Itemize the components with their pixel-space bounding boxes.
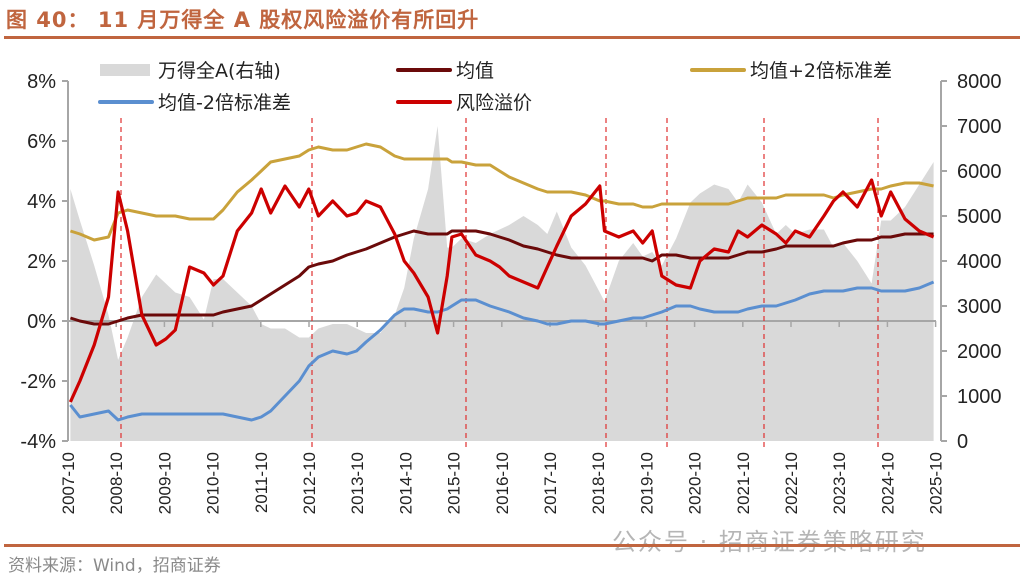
legend-label: 风险溢价: [456, 92, 532, 114]
title-rule: [4, 36, 1020, 39]
x-tick-label: 2025-10: [927, 452, 946, 514]
left-tick-label: 2%: [27, 251, 56, 273]
event-lines: [120, 118, 879, 448]
left-tick-label: 6%: [27, 131, 56, 153]
x-tick-label: 2009-10: [155, 452, 174, 514]
x-tick-label: 2019-10: [637, 452, 656, 514]
erp-chart: 8% 6% 4% 2% 0% -2% -4% 8000 7000 6000 5000 4000 3000…: [20, 60, 1001, 514]
left-tick-label: 8%: [27, 71, 56, 93]
right-tick-label: 0: [957, 431, 968, 453]
x-tick-label: 2011-10: [252, 452, 271, 513]
legend-label: 万得全A(右轴): [158, 60, 281, 82]
footer-rule: [4, 544, 1020, 547]
left-tick-label: 4%: [27, 191, 56, 213]
x-tick-label: 2021-10: [734, 452, 753, 514]
right-tick-label: 4000: [957, 251, 1002, 273]
axes: 8% 6% 4% 2% 0% -2% -4% 8000 7000 6000 5000 4000 3000…: [20, 71, 1001, 514]
x-tick-label: 2015-10: [445, 452, 464, 514]
legend-label: 均值-2倍标准差: [158, 92, 291, 114]
source-note: 资料来源：Wind，招商证券: [8, 556, 221, 576]
x-tick-label: 2014-10: [396, 452, 415, 514]
legend-label: 均值: [456, 60, 494, 82]
series-line: [68, 178, 935, 403]
right-tick-label: 7000: [957, 116, 1002, 138]
left-tick-label: -4%: [20, 431, 56, 453]
line-series: [68, 142, 935, 422]
series-line: [69, 280, 935, 422]
x-tick-label: 2017-10: [541, 452, 560, 514]
series-line: [69, 142, 934, 242]
watermark: 公众号 · 招商证券策略研究: [612, 528, 927, 556]
x-tick-label: 2020-10: [686, 452, 705, 514]
x-tick-label: 2010-10: [204, 452, 223, 514]
x-tick-label: 2012-10: [300, 452, 319, 514]
figure-title: 图 40： 11 月万得全 A 股权风险溢价有所回升: [6, 8, 480, 32]
x-tick-label: 2024-10: [878, 452, 897, 514]
right-tick-label: 5000: [957, 206, 1002, 228]
series-line: [69, 229, 934, 326]
left-tick-label: 0%: [27, 311, 56, 333]
legend-swatch-area: [100, 64, 150, 76]
x-tick-label: 2022-10: [782, 452, 801, 514]
right-tick-label: 2000: [957, 341, 1002, 363]
x-tick-label: 2016-10: [493, 452, 512, 514]
right-tick-label: 3000: [957, 296, 1002, 318]
x-tick-label: 2013-10: [348, 452, 367, 514]
x-tick-label: 2008-10: [107, 452, 126, 514]
legend-label: 均值+2倍标准差: [750, 60, 892, 82]
x-tick-label: 2023-10: [830, 452, 849, 514]
x-tick-label: 2007-10: [59, 452, 78, 514]
right-tick-label: 8000: [957, 71, 1002, 93]
right-tick-label: 6000: [957, 161, 1002, 183]
x-tick-label: 2018-10: [589, 452, 608, 514]
left-tick-label: -2%: [20, 371, 56, 393]
right-tick-label: 1000: [957, 386, 1002, 408]
